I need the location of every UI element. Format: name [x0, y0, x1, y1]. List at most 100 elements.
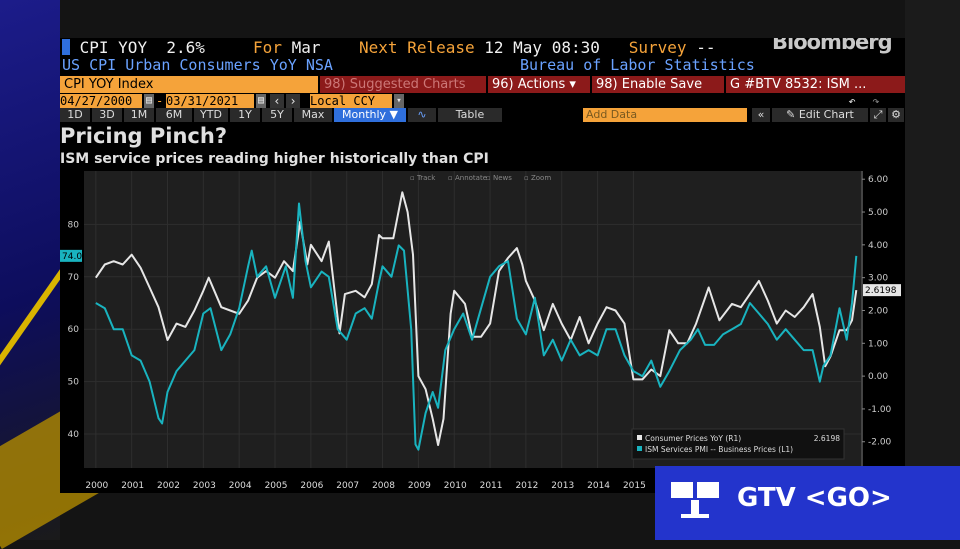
edit-chart-button[interactable]: ✎ Edit Chart — [772, 108, 868, 122]
date-range-row: 04/27/2000 ▤ - 03/31/2021 ▤ ‹ › Local CC… — [60, 94, 905, 108]
legend: Consumer Prices YoY (R1) 2.6198 ISM Servic… — [631, 428, 845, 460]
bloomberg-logo: Bloomberg — [772, 38, 893, 54]
chart-tool-zoom: ▫ Zoom — [524, 174, 551, 182]
undo-icon[interactable]: ↶ — [848, 94, 856, 108]
next-period-icon[interactable]: › — [286, 94, 300, 108]
x-tick-label: 2004 — [229, 481, 252, 491]
right-tick-label: 1.00 — [868, 339, 888, 349]
series-line-cpi — [94, 191, 858, 446]
period-6m[interactable]: 6M — [156, 108, 192, 122]
x-tick-label: 2012 — [515, 481, 538, 491]
line-chart-icon[interactable]: ∿ — [408, 108, 436, 122]
x-tick-label: 2014 — [587, 481, 610, 491]
legend-label: ISM Services PMI -- Business Prices (L1) — [645, 445, 793, 454]
left-tick-label: 40 — [68, 430, 80, 440]
background-right-panel — [905, 0, 960, 540]
right-tick-label: 5.00 — [868, 208, 888, 218]
chart-tool-news: ▫ News — [486, 174, 512, 182]
for-value: Mar — [291, 38, 321, 57]
x-tick-label: 2002 — [157, 481, 180, 491]
left-tick-label: 80 — [68, 220, 80, 230]
legend-last-value: 2.6198 — [814, 434, 840, 443]
chart-toolbar: CPI YOY Index 98) Suggested Charts 96) A… — [60, 76, 905, 93]
gtv-screens-icon — [671, 482, 719, 518]
x-tick-label: 2010 — [444, 481, 467, 491]
left-current-tag — [60, 249, 82, 262]
background-left-panel — [0, 0, 124, 549]
chart-tool-track: ▫ Track — [410, 174, 436, 182]
description-row: US CPI Urban Consumers YoY NSA Bureau of… — [60, 56, 905, 91]
right-tick-label: -1.00 — [868, 405, 892, 415]
chart-tools: ▫ Track ▫ Annotate ▫ News ▫ Zoom — [410, 174, 551, 182]
currency-select[interactable]: Local CCY — [310, 94, 392, 108]
currency-dropdown-icon[interactable]: ▾ — [394, 94, 404, 108]
chart-subtitle: ISM service prices reading higher histor… — [60, 151, 489, 167]
x-tick-label: 2000 — [85, 481, 108, 491]
period-1m[interactable]: 1M — [124, 108, 154, 122]
right-tick-label: 4.00 — [868, 241, 888, 251]
x-tick-label: 2001 — [121, 481, 144, 491]
period-3d[interactable]: 3D — [92, 108, 122, 122]
left-current-value: 74.0 — [62, 252, 82, 262]
left-tick-label: 70 — [68, 273, 80, 283]
right-tick-label: -2.00 — [868, 438, 892, 448]
plot-area — [84, 171, 861, 468]
survey-label: Survey — [628, 38, 687, 57]
x-tick-label: 2006 — [300, 481, 323, 491]
x-tick-label: 2015 — [623, 481, 646, 491]
actions-menu[interactable]: 96) Actions ▾ — [488, 76, 590, 93]
x-tick-label: 2007 — [336, 481, 359, 491]
x-tick-label: 2009 — [408, 481, 431, 491]
next-release-label: Next Release — [359, 38, 475, 57]
legend-swatch — [637, 435, 642, 440]
period-1y[interactable]: 1Y — [230, 108, 260, 122]
enable-save-button[interactable]: 98) Enable Save — [592, 76, 724, 93]
survey-value: -- — [696, 38, 716, 57]
add-data-input[interactable]: Add Data — [583, 108, 747, 122]
end-date-input[interactable]: 03/31/2021 — [166, 94, 254, 108]
left-tick-label: 50 — [68, 378, 80, 388]
gtv-banner[interactable]: GTV <GO> — [655, 466, 960, 540]
grid-lines — [84, 171, 861, 468]
series-line-ism — [95, 202, 858, 451]
period-ytd[interactable]: YTD — [194, 108, 228, 122]
start-calendar-icon[interactable]: ▤ — [144, 94, 154, 108]
table-button[interactable]: Table — [438, 108, 502, 122]
next-release-value: 12 May 08:30 — [484, 38, 600, 57]
start-date-input[interactable]: 04/27/2000 — [60, 94, 142, 108]
right-current-value: 2.6198 — [865, 286, 897, 296]
data-source: Bureau of Labor Statistics — [520, 56, 755, 74]
suggested-charts-button[interactable]: 98) Suggested Charts — [320, 76, 486, 93]
security-description: US CPI Urban Consumers YoY NSA — [62, 56, 333, 74]
redo-icon[interactable]: ↷ — [872, 94, 880, 108]
x-tick-label: 2013 — [551, 481, 574, 491]
axes: 2000 2001 2002 2003 2004 2005 2006 2007 2008 2009… — [60, 171, 901, 491]
prev-period-icon[interactable]: ‹ — [270, 94, 284, 108]
period-1d[interactable]: 1D — [60, 108, 90, 122]
x-tick-label: 2011 — [480, 481, 503, 491]
security-field[interactable]: CPI YOY Index — [60, 76, 318, 93]
legend-swatch — [637, 446, 642, 451]
right-tick-label: 3.00 — [868, 274, 888, 284]
settings-gear-icon[interactable]: ⚙ — [888, 108, 904, 122]
x-tick-label: 2005 — [265, 481, 288, 491]
right-current-tag — [863, 284, 901, 297]
expand-icon[interactable]: ⤢ — [870, 108, 886, 122]
legend-label: Consumer Prices YoY (R1) — [645, 434, 741, 443]
left-tick-label: 60 — [68, 325, 80, 335]
x-tick-label: 2003 — [193, 481, 216, 491]
collapse-icon[interactable]: « — [752, 108, 770, 122]
period-5y[interactable]: 5Y — [262, 108, 292, 122]
gtv-label: GTV <GO> — [737, 483, 892, 513]
frequency-select[interactable]: Monthly ▼ — [334, 108, 406, 122]
line-chart: ▫ Track ▫ Annotate ▫ News ▫ Zoom 2000 2001 20… — [60, 171, 905, 493]
period-max[interactable]: Max — [294, 108, 332, 122]
right-tick-label: 6.00 — [868, 175, 888, 185]
security-header: CPI YOY 2.6% For Mar Next Release 12 May… — [60, 38, 905, 57]
legend-box — [631, 428, 845, 460]
right-tick-label: 2.00 — [868, 306, 888, 316]
x-tick-label: 2008 — [372, 481, 395, 491]
end-calendar-icon[interactable]: ▤ — [256, 94, 266, 108]
last-value: 2.6% — [166, 38, 205, 57]
chart-id-field[interactable]: G #BTV 8532: ISM ... — [726, 76, 905, 93]
